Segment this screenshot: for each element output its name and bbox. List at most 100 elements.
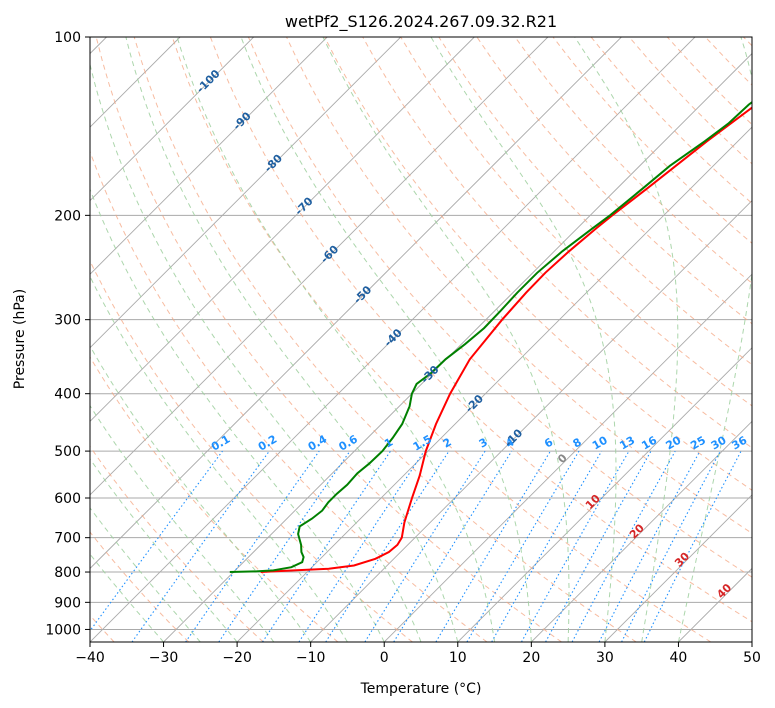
mixing-ratio-line [298, 450, 425, 642]
x-tick-label: 40 [670, 650, 688, 666]
dry-adiabat-line [743, 37, 752, 47]
mixing-ratio-label: 10 [590, 433, 610, 452]
y-tick-label: 500 [54, 444, 81, 460]
moist-adiabat-line [90, 404, 275, 642]
dry-adiabat-line [90, 531, 190, 642]
moist-adiabat-line [322, 37, 570, 642]
dry-adiabat-line [628, 37, 752, 165]
dry-adiabat-line [286, 37, 752, 534]
moist-adiabat-line [240, 37, 532, 642]
isotherm-line [90, 37, 402, 349]
y-tick-label: 300 [54, 313, 81, 329]
plot-frame [89, 36, 753, 643]
mixing-ratio-label: 0.1 [209, 433, 232, 454]
mixing-ratio-line [90, 450, 223, 632]
mixing-ratio-line [325, 450, 450, 642]
isotherm-line [90, 37, 622, 570]
dry-adiabat-line [90, 356, 339, 642]
isotherm-line [751, 641, 752, 642]
axis-layer: −40 −30 −20 −10 0 10 20 30 40 50 1000 900 800 700 600 5… [45, 30, 761, 666]
x-tick-label: −40 [75, 650, 105, 666]
y-tick-label: 700 [54, 531, 81, 547]
isotherm-line [163, 52, 752, 642]
isotherm-label: -100 [194, 67, 223, 96]
mixing-ratio-label: 2 [441, 436, 454, 451]
mixing-ratio-label: 36 [729, 433, 749, 452]
mixing-ratio-label: 16 [639, 433, 659, 452]
isotherm-label: -10 [502, 426, 525, 449]
isotherm-line [90, 37, 475, 422]
isotherm-label: -60 [318, 242, 341, 265]
moist-adiabat-line [90, 62, 422, 642]
isotherm-line [90, 37, 549, 496]
mixing-ratio-label: 0.6 [337, 432, 361, 453]
y-axis-label: Pressure (hPa) [12, 289, 28, 389]
isotherm-label: -70 [292, 194, 315, 217]
mixing-ratio-label: 13 [617, 434, 637, 453]
temperature-profile-line [260, 106, 752, 573]
mixing-ratio-line [364, 450, 486, 642]
mixing-ratio-label: 20 [664, 433, 684, 452]
isotherm-line [236, 126, 752, 642]
dry-adiabat-line [133, 37, 637, 642]
isotherm-line [90, 37, 254, 202]
isotherm-line [383, 273, 752, 642]
mixing-ratio-label: 6 [542, 435, 555, 450]
background-lines [90, 37, 752, 642]
dry-adiabat-line [400, 37, 752, 407]
chart-title: wetPf2_S126.2024.267.09.32.R21 [285, 12, 557, 32]
moist-adiabat-line [430, 37, 617, 642]
mixing-ratio-label: 0.2 [256, 433, 279, 454]
mixing-ratio-label: 3 [477, 436, 490, 451]
isotherm-line [604, 494, 752, 642]
x-tick-label: 30 [596, 650, 614, 666]
isotherm-line [457, 347, 752, 642]
x-tick-label: 50 [743, 650, 761, 666]
mixing-ratio-line [131, 450, 270, 642]
x-axis-label: Temperature (°C) [360, 681, 482, 697]
mixing-ratio-line [435, 450, 551, 642]
isotherm-label: -40 [382, 326, 405, 349]
isotherm-line [90, 37, 328, 275]
moist-adiabat-line [125, 37, 459, 642]
special-label: 30 [672, 549, 692, 569]
x-tick-label: 20 [522, 650, 540, 666]
moist-adiabat-line [176, 37, 496, 642]
moist-adiabat-line [90, 507, 201, 642]
mixing-ratio-label: 30 [709, 433, 729, 452]
moist-adiabat-line [90, 188, 385, 642]
dewpoint-profile-line [229, 100, 752, 573]
mixing-ratio-line [545, 450, 652, 642]
dry-adiabat-line [438, 37, 752, 366]
y-tick-label: 800 [54, 565, 81, 581]
mixing-ratio-line [643, 450, 742, 642]
dry-adiabat-line [90, 445, 264, 642]
y-tick-label: 1000 [45, 622, 81, 638]
y-tick-label: 900 [54, 595, 81, 611]
dry-adiabat-line [704, 37, 752, 86]
dry-adiabat-line [209, 37, 752, 623]
isotherm-line [531, 420, 752, 642]
mixing-ratio-line [185, 450, 320, 642]
mixing-ratio-label: 25 [688, 434, 708, 453]
x-tick-label: 0 [380, 650, 389, 666]
y-tick-label: 200 [54, 208, 81, 224]
mixing-ratio-line [218, 450, 351, 642]
mixing-ratio-label: 0.4 [306, 432, 330, 453]
profile-lines [229, 100, 752, 573]
x-tick-label: 10 [449, 650, 467, 666]
dry-adiabat-line [95, 37, 562, 642]
moist-adiabat-line [90, 457, 238, 642]
moist-adiabat-line [574, 37, 679, 642]
special-label: 20 [627, 521, 647, 541]
special-label: 40 [714, 581, 734, 601]
moist-adiabat-line [90, 345, 312, 642]
isotherm-label: -20 [463, 392, 486, 415]
x-tick-label: −10 [296, 650, 326, 666]
dry-adiabat-line [514, 37, 752, 284]
mixing-ratio-line [571, 450, 676, 642]
mixing-ratio-line [262, 450, 391, 642]
x-tick-label: −20 [222, 650, 252, 666]
mixing-ratio-line [521, 450, 630, 642]
